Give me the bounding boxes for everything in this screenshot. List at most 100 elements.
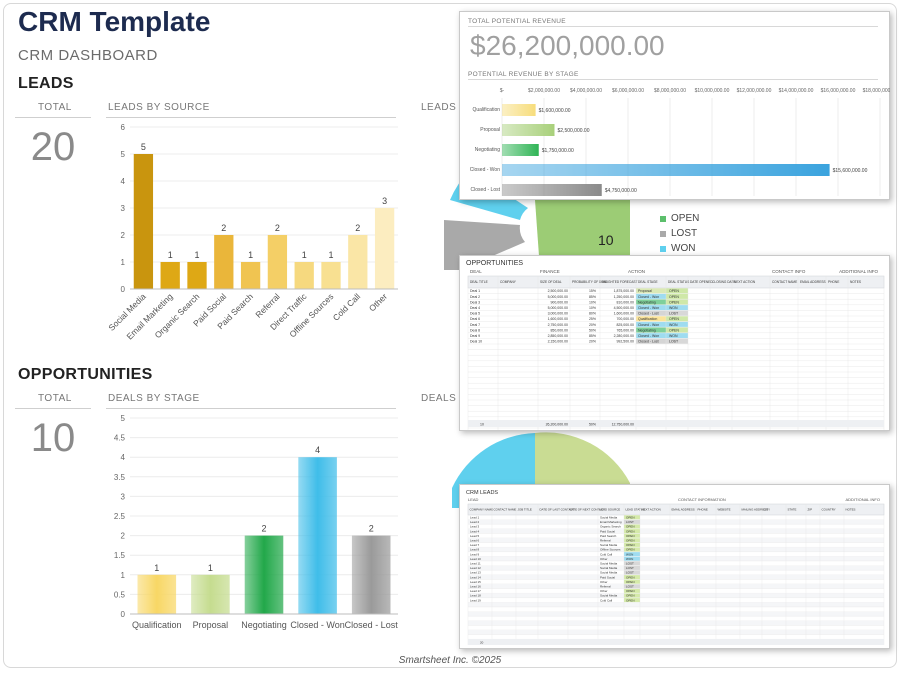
cell-lead-name[interactable]: Lead 5	[470, 534, 480, 538]
cell-forecast[interactable]: 2,280,000.00	[614, 334, 634, 338]
cell-lead-status[interactable]: OPEN	[626, 589, 635, 593]
cell-lead-source[interactable]: Other	[600, 557, 608, 561]
cell-forecast[interactable]: 765,000.00	[616, 328, 634, 332]
cell-forecast[interactable]: 810,000.00	[616, 300, 634, 304]
cell-lead-name[interactable]: Lead 6	[470, 539, 480, 543]
cell-lead-status[interactable]: OPEN	[626, 534, 635, 538]
cell-lead-name[interactable]: Lead 7	[470, 543, 480, 547]
cell-deal-stage[interactable]: Negotiating	[638, 300, 656, 304]
cell-lead-status[interactable]: LOST	[626, 562, 634, 566]
sheet-column-header[interactable]: NEXT ACTION	[642, 508, 661, 512]
cell-lead-status[interactable]: OPEN	[626, 594, 635, 598]
cell-lead-name[interactable]: Lead 2	[470, 520, 480, 524]
cell-deal-stage[interactable]: Closed - Won	[638, 323, 659, 327]
cell-lead-status[interactable]: OPEN	[626, 516, 635, 520]
cell-forecast[interactable]: 700,000.00	[616, 317, 634, 321]
cell-deal-size[interactable]: 900,000.00	[550, 300, 568, 304]
cell-deal-size[interactable]: 2,500,000.00	[548, 289, 568, 293]
sheet-column-header[interactable]: COUNTRY	[822, 508, 836, 512]
cell-probability[interactable]: 85%	[589, 295, 596, 299]
cell-lead-status[interactable]: OPEN	[626, 598, 635, 602]
cell-deal-stage[interactable]: Closed - Won	[638, 334, 659, 338]
cell-lead-status[interactable]: OPEN	[626, 543, 635, 547]
cell-probability[interactable]: 15%	[589, 289, 596, 293]
cell-probability[interactable]: 20%	[589, 340, 596, 344]
cell-deal-status[interactable]: LOST	[669, 312, 679, 316]
cell-deal-status[interactable]: WON	[669, 306, 678, 310]
cell-deal-title[interactable]: Deal 5	[470, 312, 480, 316]
cell-lead-source[interactable]: Paid Social	[600, 575, 615, 579]
sheet-column-header[interactable]: NOTES	[846, 508, 856, 512]
cell-lead-name[interactable]: Lead 9	[470, 552, 480, 556]
cell-lead-status[interactable]: LOST	[626, 520, 634, 524]
sheet-column-header[interactable]: DEAL STAGE	[638, 280, 658, 284]
cell-probability[interactable]: 50%	[589, 328, 596, 332]
cell-lead-name[interactable]: Lead 15	[470, 580, 481, 584]
sheet-column-header[interactable]: PROBABILITY OF DEAL	[572, 280, 608, 284]
cell-lead-source[interactable]: Email Marketing	[600, 520, 622, 524]
cell-lead-name[interactable]: Lead 16	[470, 585, 481, 589]
cell-probability[interactable]: 25%	[589, 317, 596, 321]
sheet-column-header[interactable]: COMPANY NAME	[470, 508, 494, 512]
cell-forecast[interactable]: 992,500.00	[616, 340, 634, 344]
cell-lead-status[interactable]: WON	[626, 552, 633, 556]
cell-lead-source[interactable]: Other	[600, 589, 608, 593]
cell-lead-name[interactable]: Lead 13	[470, 571, 481, 575]
cell-deal-size[interactable]: 2,850,000.00	[548, 334, 568, 338]
cell-probability[interactable]: 80%	[589, 312, 596, 316]
cell-deal-title[interactable]: Deal 10	[470, 340, 482, 344]
cell-deal-status[interactable]: OPEN	[669, 295, 679, 299]
cell-deal-size[interactable]: 2,150,000.00	[548, 340, 568, 344]
cell-lead-status[interactable]: LOST	[626, 585, 634, 589]
cell-lead-source[interactable]: Social Media	[600, 516, 618, 520]
cell-lead-source[interactable]: Social Media	[600, 566, 618, 570]
cell-lead-name[interactable]: Lead 10	[470, 557, 481, 561]
cell-lead-source[interactable]: Referral	[600, 585, 611, 589]
cell-lead-status[interactable]: LOST	[626, 571, 634, 575]
cell-deal-stage[interactable]: Closed - Lost	[638, 340, 659, 344]
cell-deal-size[interactable]: 850,000.00	[550, 328, 568, 332]
cell-deal-stage[interactable]: Closed - Lost	[638, 312, 659, 316]
cell-lead-source[interactable]: Social Media	[600, 543, 618, 547]
cell-deal-stage[interactable]: Qualification	[638, 317, 657, 321]
cell-lead-name[interactable]: Lead 1	[470, 516, 480, 520]
cell-deal-status[interactable]: OPEN	[669, 328, 679, 332]
sheet-column-header[interactable]: EMAIL ADDRESS	[800, 280, 826, 284]
cell-lead-name[interactable]: Lead 18	[470, 594, 481, 598]
cell-lead-name[interactable]: Lead 8	[470, 548, 480, 552]
cell-deal-title[interactable]: Deal 2	[470, 295, 480, 299]
sheet-column-header[interactable]: NOTES	[850, 280, 861, 284]
cell-lead-source[interactable]: Social Media	[600, 571, 618, 575]
cell-lead-name[interactable]: Lead 14	[470, 575, 481, 579]
cell-probability[interactable]: 20%	[589, 323, 596, 327]
cell-lead-source[interactable]: Cold Call	[600, 598, 613, 602]
cell-deal-status[interactable]: OPEN	[669, 300, 679, 304]
sheet-column-header[interactable]: DATE OF LAST CONTACT	[540, 508, 575, 512]
cell-lead-name[interactable]: Lead 11	[470, 562, 481, 566]
cell-lead-source[interactable]: Other	[600, 580, 608, 584]
sheet-column-header[interactable]: CLOSING DATE	[712, 280, 736, 284]
cell-lead-name[interactable]: Lead 3	[470, 525, 480, 529]
sheet-column-header[interactable]: COMPANY	[500, 280, 517, 284]
sheet-column-header[interactable]: DATE OF NEXT CONTACT	[570, 508, 606, 512]
cell-lead-status[interactable]: OPEN	[626, 575, 635, 579]
cell-lead-status[interactable]: OPEN	[626, 539, 635, 543]
cell-deal-title[interactable]: Deal 1	[470, 289, 480, 293]
sheet-column-header[interactable]: PHONE	[698, 508, 708, 512]
cell-lead-source[interactable]: Paid Search	[600, 534, 617, 538]
cell-lead-name[interactable]: Lead 12	[470, 566, 481, 570]
cell-lead-source[interactable]: Referral	[600, 539, 611, 543]
sheet-column-header[interactable]: WEBSITE	[718, 508, 731, 512]
sheet-column-header[interactable]: LEAD SOURCE	[600, 508, 621, 512]
cell-deal-status[interactable]: OPEN	[669, 289, 679, 293]
sheet-column-header[interactable]: PHONE	[828, 280, 839, 284]
cell-lead-status[interactable]: OPEN	[626, 580, 635, 584]
cell-forecast[interactable]: 1,250,000.00	[614, 295, 634, 299]
cell-lead-source[interactable]: Offline Sources	[600, 548, 621, 552]
sheet-column-header[interactable]: STATE	[788, 508, 797, 512]
cell-deal-size[interactable]: 3,000,000.00	[548, 312, 568, 316]
sheet-column-header[interactable]: DEAL TITLE	[470, 280, 488, 284]
cell-deal-stage[interactable]: Negotiating	[638, 328, 656, 332]
cell-lead-status[interactable]: OPEN	[626, 525, 635, 529]
cell-lead-status[interactable]: OPEN	[626, 529, 635, 533]
